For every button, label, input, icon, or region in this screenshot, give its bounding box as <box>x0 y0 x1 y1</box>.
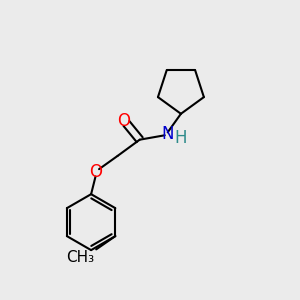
Text: O: O <box>89 163 102 181</box>
Text: O: O <box>117 112 130 130</box>
Text: H: H <box>175 129 187 147</box>
Text: CH₃: CH₃ <box>66 250 94 265</box>
Text: N: N <box>161 125 174 143</box>
